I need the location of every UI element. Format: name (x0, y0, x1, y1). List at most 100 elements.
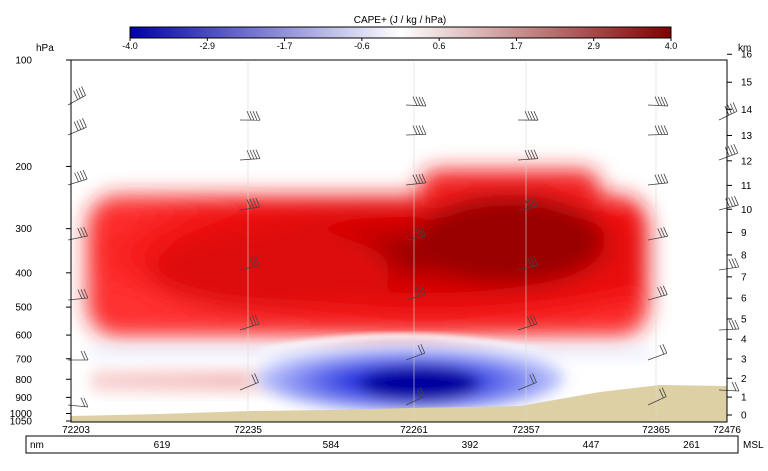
wind-barb-flag (532, 314, 538, 325)
wind-barb-flag (415, 287, 420, 297)
right-axis-tick-label: 6 (741, 294, 747, 305)
distance-unit-label: nm (30, 440, 44, 451)
wind-barb-flag (732, 102, 738, 112)
colorbar-tick-label: -2.9 (200, 41, 216, 51)
wind-barb-flag (252, 256, 257, 267)
left-axis-tick-label: 1050 (10, 417, 33, 428)
wind-barb-flag (81, 86, 86, 96)
wind-barb-flag (527, 198, 533, 209)
wind-barb-flag (527, 149, 533, 160)
distance-bar: nm MSL 619 584 392 447 261 (25, 435, 764, 454)
wind-barb-flag (77, 171, 82, 182)
wind-barb-flag (80, 227, 86, 237)
weak-positive-region (90, 370, 280, 392)
right-axis-tick-label: 7 (741, 272, 747, 283)
colorbar-tick-label: -4.0 (122, 41, 138, 51)
right-axis-tick-label: 15 (741, 78, 753, 89)
wind-barb-flag (255, 111, 261, 121)
wind-barb-flag (657, 287, 662, 297)
wind-barb-flag (251, 315, 257, 325)
wind-barb-flag (252, 198, 258, 208)
wind-barb-flag (533, 111, 539, 121)
wind-barb-flag (659, 388, 664, 399)
wind-barb-flag (255, 149, 261, 159)
wind-barb-flag (729, 103, 735, 113)
colorbar-gradient (129, 26, 672, 39)
station-label: 72476 (713, 425, 741, 436)
wind-barb-flag (663, 96, 669, 107)
wind-barb-flag (728, 258, 734, 269)
wind-barb-flag (415, 174, 421, 184)
wind-barb-flag (524, 150, 530, 160)
wind-barb-flag (249, 198, 255, 209)
wind-barb-flag (662, 343, 668, 354)
wind-barb-flag (727, 146, 733, 156)
wind-barb-flag (734, 319, 740, 330)
wind-barb-flag (412, 125, 418, 135)
wind-barb-flag (529, 315, 535, 325)
wind-barb-flag (249, 257, 254, 267)
wind-barb-flag (83, 397, 89, 408)
wind-barb-flag (80, 350, 86, 361)
wind-barb-flag (79, 170, 85, 181)
right-axis-tick-label: 13 (741, 131, 753, 142)
wind-barb-flag (533, 149, 539, 159)
right-axis-tick-label: 2 (741, 374, 747, 385)
wind-barb-flag (254, 373, 259, 383)
wind-barb-flag (654, 174, 660, 184)
colorbar-tick-label: 1.7 (510, 41, 523, 51)
wind-barb-flag (249, 149, 255, 160)
wind-barb-flag (415, 228, 421, 238)
wind-barb-flag (734, 257, 740, 268)
wind-barb-flag (421, 125, 427, 135)
wind-barb-flag (80, 397, 86, 407)
wind-barb-flag (415, 96, 421, 106)
left-axis-tick-label: 900 (15, 393, 32, 404)
wind-barb-flag (251, 374, 257, 384)
wind-barb-flag (417, 388, 422, 399)
wind-barb-flag (420, 285, 426, 295)
wind-barb-flag (249, 110, 255, 121)
wind-barb-flag (252, 111, 258, 121)
colorbar-tick-label: 0.6 (433, 41, 446, 51)
wind-barb-flag (533, 197, 539, 208)
left-axis-tick-label: 500 (15, 303, 32, 314)
right-axis-tick-label: 0 (741, 411, 747, 422)
wind-barb-flag (524, 199, 530, 209)
wind-barb-flag (76, 120, 82, 130)
wind-barb-flag (418, 96, 424, 107)
wind-barb (647, 396, 667, 406)
wind-barb-flag (660, 227, 666, 237)
left-axis-tick-label: 600 (15, 331, 32, 342)
wind-barb-flag (530, 256, 535, 267)
right-axis-tick-label: 14 (741, 105, 753, 116)
wind-barb-flag (412, 96, 418, 106)
plot-frame (70, 59, 728, 423)
wind-barb-flag (526, 316, 532, 326)
wind-barb-flag (659, 345, 665, 355)
wind-barb-flag (246, 110, 252, 121)
distance-value: 447 (583, 440, 600, 451)
wind-barb-flag (530, 149, 536, 159)
wind-barb-flag (529, 374, 535, 384)
left-axis-tick-label: 800 (15, 375, 32, 386)
wind-barb-flag (731, 196, 736, 206)
station-labels: 72203 72235 72261 72357 72365 72476 (62, 425, 741, 436)
station-label: 72357 (512, 425, 540, 436)
wind-barb-flag (657, 125, 663, 135)
wind-barb-flag (78, 87, 84, 98)
wind-barb-flag (730, 145, 736, 155)
wind-barb-flag (532, 373, 537, 383)
plot-area (67, 59, 740, 423)
station-label: 72203 (62, 425, 90, 436)
wind-barb-flag (731, 381, 737, 392)
wind-barb-flag (418, 173, 424, 184)
wind-barb-flag (77, 289, 83, 299)
wind-barb-flag (73, 90, 79, 100)
wind-barb-flag (73, 121, 79, 131)
wind-barb-flag (660, 125, 666, 135)
wind-barb-flag (734, 195, 739, 206)
wind-barb-flag (725, 198, 731, 208)
